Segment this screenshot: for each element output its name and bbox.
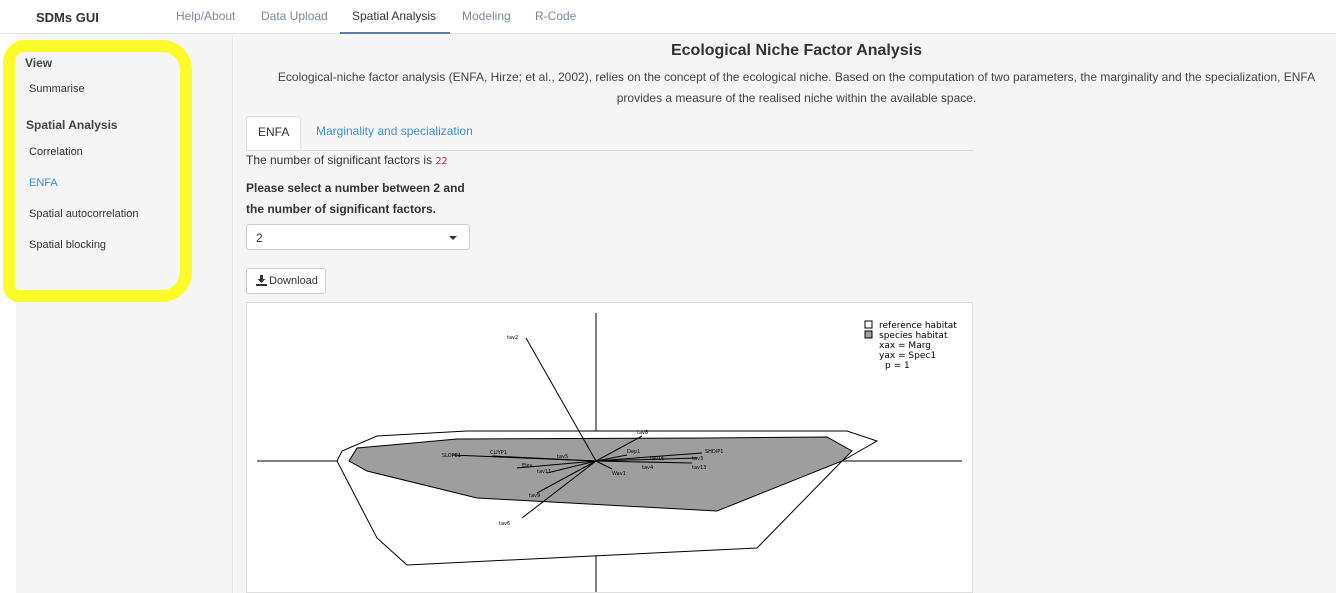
var-label: Elev	[522, 463, 533, 469]
plot-legend: reference habitat species habitat xax = …	[864, 320, 957, 371]
app-title: SDMs GUI	[36, 10, 99, 25]
sidebar-item-summarise[interactable]: Summarise	[29, 83, 85, 95]
significant-factors-value: 22	[435, 156, 448, 167]
var-label: SHDIP1	[705, 449, 723, 455]
var-label: tav2	[507, 335, 518, 341]
main-panel: Ecological Niche Factor Analysis Ecologi…	[234, 34, 1336, 593]
sidebar-item-enfa[interactable]: ENFA	[29, 177, 58, 189]
sidebar-item-correlation[interactable]: Correlation	[29, 146, 83, 158]
legend-reference-label: reference habitat	[879, 321, 957, 331]
sidebar-heading-view: View	[25, 56, 53, 70]
enfa-plot: tav2 tav8 SLOPE1 CLIYP1 Elev tav11 tav5 …	[246, 302, 973, 593]
nav-tab-modeling[interactable]: Modeling	[462, 9, 511, 23]
var-label: tav16	[650, 456, 664, 462]
var-label: tav8	[637, 430, 648, 436]
legend-xax-label: xax = Marg	[879, 341, 931, 351]
download-icon	[256, 275, 267, 289]
var-label: tav13	[692, 465, 706, 471]
significant-factors-text: The number of significant factors is 22	[246, 153, 447, 167]
var-label: tav3	[692, 456, 703, 462]
sidebar-item-spatial-autocorrelation[interactable]: Spatial autocorrelation	[29, 208, 139, 220]
tab-marginality-specialization[interactable]: Marginality and specialization	[316, 124, 473, 138]
variable-labels: tav2 tav8 SLOPE1 CLIYP1 Elev tav11 tav5 …	[442, 335, 723, 527]
tab-bar: ENFA Marginality and specialization	[246, 116, 973, 151]
variable-arrows	[451, 337, 703, 519]
download-label: Download	[269, 275, 318, 287]
legend-p-label: p = 1	[885, 361, 910, 371]
significant-factors-label: The number of significant factors is	[246, 153, 433, 167]
top-navbar: SDMs GUI Help/About Data Upload Spatial …	[0, 0, 1336, 34]
chevron-down-icon	[449, 236, 457, 240]
legend-species-label: species habitat	[879, 331, 948, 341]
nav-tab-help-about[interactable]: Help/About	[176, 9, 236, 23]
var-label: Dep1	[627, 449, 640, 455]
var-label: SLOPE1	[442, 453, 461, 459]
legend-reference-swatch	[864, 320, 873, 329]
page-margin	[0, 34, 16, 593]
factor-number-select[interactable]: 2	[246, 224, 470, 250]
nav-tab-data-upload[interactable]: Data Upload	[261, 9, 328, 23]
download-button[interactable]: Download	[246, 268, 326, 294]
var-label: tav11	[537, 469, 551, 475]
sidebar-heading-spatial-analysis: Spatial Analysis	[26, 118, 118, 132]
var-label: tav9	[529, 493, 540, 499]
var-label: Wav1	[612, 471, 626, 477]
factor-select-value: 2	[256, 231, 263, 245]
enfa-plot-svg: tav2 tav8 SLOPE1 CLIYP1 Elev tav11 tav5 …	[257, 313, 962, 592]
var-label: tav6	[499, 521, 510, 527]
nav-tab-spatial-analysis[interactable]: Spatial Analysis	[340, 0, 450, 34]
var-label: tav5	[557, 454, 568, 460]
legend-yax-label: yax = Spec1	[879, 351, 936, 361]
factor-select-label: Please select a number between 2 and the…	[246, 181, 465, 216]
nav-tab-r-code[interactable]: R-Code	[535, 9, 577, 23]
sidebar: View Summarise Spatial Analysis Correlat…	[16, 34, 233, 593]
var-label: tav4	[642, 465, 653, 471]
page-description: Ecological-niche factor analysis (ENFA, …	[277, 70, 1316, 105]
var-label: CLIYP1	[490, 450, 507, 456]
page-title: Ecological Niche Factor Analysis	[670, 42, 923, 59]
sidebar-item-spatial-blocking[interactable]: Spatial blocking	[29, 239, 107, 251]
legend-species-swatch	[864, 330, 873, 339]
tab-enfa[interactable]: ENFA	[246, 116, 302, 150]
